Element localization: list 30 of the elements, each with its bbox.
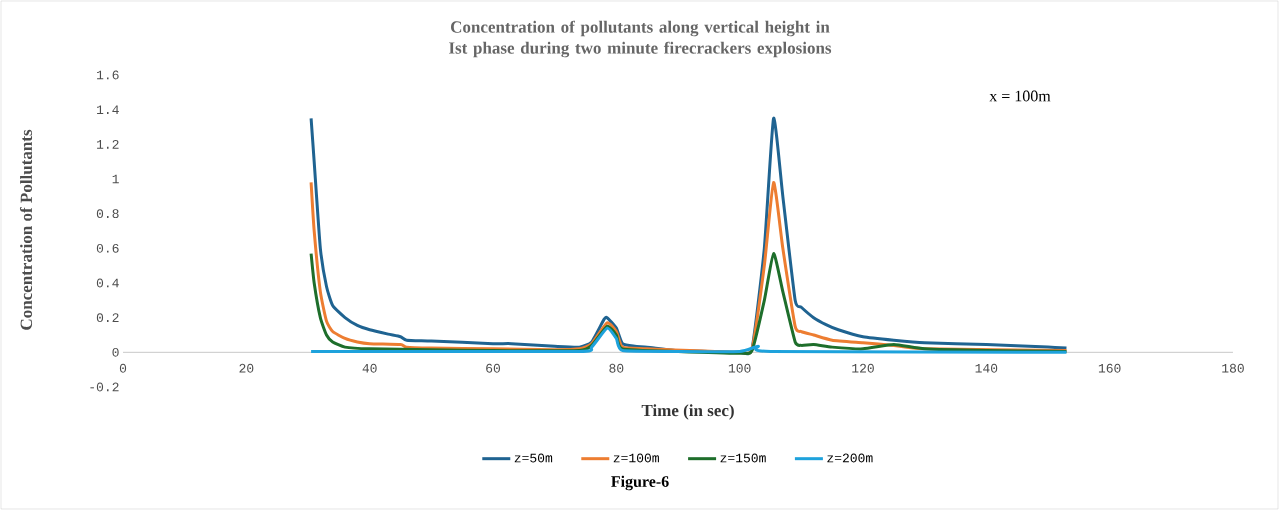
x-tick-label: 60 xyxy=(486,363,500,373)
y-tick-label: 1.4 xyxy=(97,105,119,114)
y-tick-label: 1 xyxy=(112,174,119,184)
y-tick-label: 0 xyxy=(112,347,119,357)
x-tick-label: 20 xyxy=(239,363,254,373)
legend-label: z=150m xyxy=(720,453,766,463)
x-tick-label: 40 xyxy=(362,363,377,373)
x-tick-label: 120 xyxy=(852,363,874,373)
x-tick-label: 80 xyxy=(609,363,624,373)
y-tick-label: 0.8 xyxy=(96,209,119,219)
x-axis-title: Time (in sec) xyxy=(641,404,734,420)
y-tick-label: -0.2 xyxy=(90,382,119,392)
line-series xyxy=(309,326,1068,354)
x-tick-label: 0 xyxy=(119,363,127,373)
y-tick-label: 0.4 xyxy=(96,278,119,288)
text: Figure-6 xyxy=(611,475,669,491)
legend-label: z=200m xyxy=(827,453,873,463)
legend-label: z=100m xyxy=(613,453,659,463)
y-axis-title: Concentration of Pollutants xyxy=(19,129,33,330)
annotation: x = 100m xyxy=(989,90,1051,102)
y-tick-label: 1.6 xyxy=(97,70,119,80)
x-tick-label: 140 xyxy=(975,363,998,373)
x-tick-label: 100 xyxy=(728,363,751,373)
legend-label: z=50m xyxy=(514,453,553,463)
y-tick-label: 1.2 xyxy=(97,139,119,149)
chart-title: Concentration of pollutants along vertical height in Ist phase during two minute firecrackers explosions xyxy=(449,20,832,58)
x-tick-label: 160 xyxy=(1098,363,1121,373)
y-tick-label: 0.2 xyxy=(96,313,119,323)
y-tick-label: 0.6 xyxy=(96,243,119,253)
x-tick-label: 180 xyxy=(1222,363,1244,373)
